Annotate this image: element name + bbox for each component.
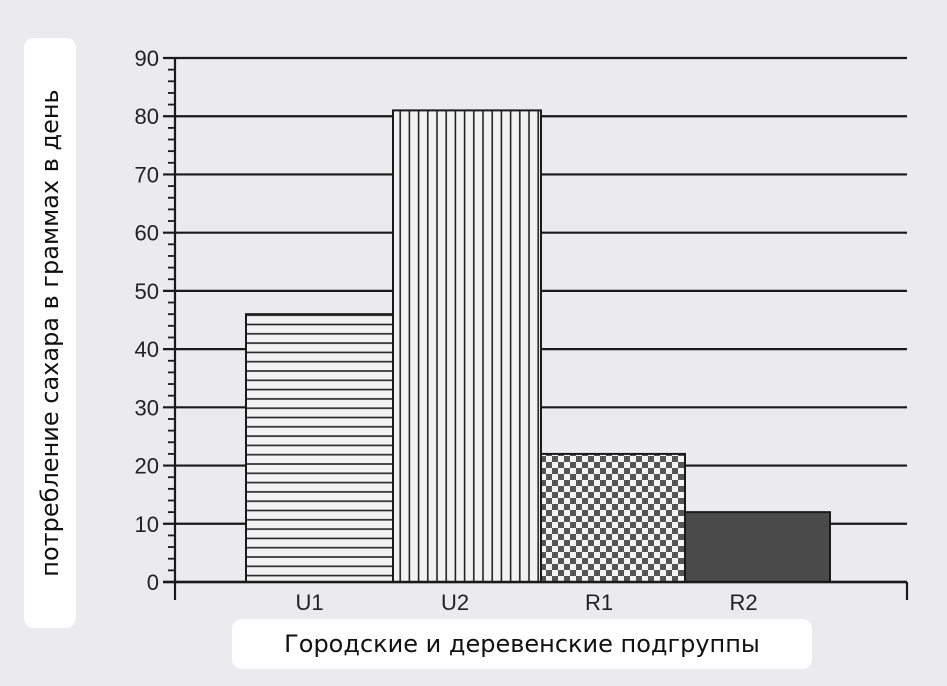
y-tick-label: 90 — [135, 46, 159, 71]
y-tick-label: 60 — [135, 221, 159, 246]
x-tick-label: U2 — [441, 590, 469, 615]
y-tick-label: 70 — [135, 162, 159, 187]
y-tick-label: 30 — [135, 395, 159, 420]
x-tick-label: R2 — [729, 590, 757, 615]
bar-r1 — [540, 452, 686, 583]
y-tick-label: 0 — [147, 570, 159, 595]
y-tick-label: 80 — [135, 104, 159, 129]
bar-u1 — [245, 313, 394, 583]
x-tick-label: R1 — [585, 590, 613, 615]
y-tick-label: 20 — [135, 454, 159, 479]
y-ticks: 0 10 20 30 40 50 60 70 80 90 — [135, 46, 175, 595]
y-axis-label: потребление сахара в граммах в день — [36, 89, 64, 577]
x-ticks: U1 U2 R1 R2 — [295, 590, 757, 615]
axes — [163, 58, 909, 600]
y-tick-label: 50 — [135, 279, 159, 304]
y-tick-label: 40 — [135, 337, 159, 362]
x-axis-label: Городские и деревенские подгруппы — [232, 619, 812, 669]
bar-r2 — [684, 511, 831, 584]
x-tick-label: U1 — [295, 590, 323, 615]
y-axis-label-box: потребление сахара в граммах в день — [24, 38, 76, 628]
bars — [245, 109, 831, 584]
bar-u2 — [392, 109, 542, 584]
y-tick-label: 10 — [135, 512, 159, 537]
